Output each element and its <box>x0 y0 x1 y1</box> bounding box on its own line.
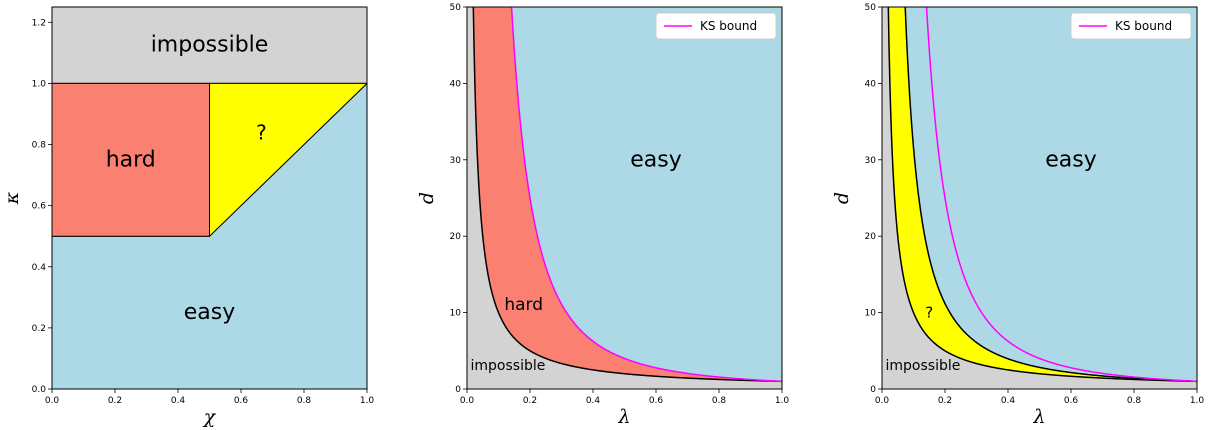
ks-bound-curve <box>925 7 1197 383</box>
axis-ticks: 0.0 0.2 0.4 0.6 0.8 1.0 0 10 20 30 40 50 <box>450 3 790 406</box>
y-tick-label: 0 <box>870 385 876 395</box>
regions <box>882 7 1197 389</box>
plot-area: easy hard impossible <box>466 6 783 390</box>
regions <box>52 7 367 389</box>
x-tick-label: 0.4 <box>586 396 601 406</box>
y-tick-label: 30 <box>450 156 462 166</box>
y-tick-label: 0.8 <box>32 141 47 151</box>
y-tick-label: 50 <box>450 3 462 13</box>
y-tick-label: 0.2 <box>32 324 46 334</box>
x-tick-label: 1.0 <box>1190 396 1205 406</box>
x-tick-label: 0.2 <box>108 396 122 406</box>
y-tick-label: 40 <box>450 79 462 89</box>
y-tick-label: 0 <box>455 385 461 395</box>
region-label-easy: easy <box>630 147 682 172</box>
y-tick-label: 30 <box>865 156 877 166</box>
x-axis-label: λ <box>617 406 630 428</box>
region-label-unknown: ? <box>925 304 933 322</box>
x-tick-label: 0.2 <box>938 396 952 406</box>
chart-panel-unknown-region: easy? impossible 0.0 0.2 0.4 0.6 0.8 1.0 0 10 20 3… <box>831 3 1205 428</box>
y-tick-label: 50 <box>865 3 877 13</box>
region-label-impossible: impossible <box>151 33 269 58</box>
y-tick-label: 20 <box>450 232 462 242</box>
y-axis-label: d <box>831 192 853 204</box>
region-hard <box>473 7 782 382</box>
x-tick-label: 1.0 <box>360 396 375 406</box>
region-label-impossible: impossible <box>471 358 546 374</box>
y-axis-label: κ <box>1 191 23 205</box>
legend-label-ks-bound: KS bound <box>1115 19 1172 33</box>
axis-ticks: 0.0 0.2 0.4 0.6 0.8 1.0 0 10 20 30 40 50 <box>865 3 1205 406</box>
x-tick-label: 0.0 <box>875 396 890 406</box>
legend-box <box>1070 12 1192 40</box>
y-axis-label: d <box>416 192 438 204</box>
boundary-curve-lower <box>887 7 1197 383</box>
x-tick-label: 0.4 <box>1001 396 1016 406</box>
x-tick-label: 0.8 <box>297 396 312 406</box>
x-tick-label: 0.6 <box>1064 396 1079 406</box>
region-impossible <box>882 7 1197 389</box>
y-tick-label: 20 <box>865 232 877 242</box>
y-tick-label: 1.2 <box>32 18 46 28</box>
region-impossible <box>467 7 782 389</box>
plot-area: easy? impossible <box>881 6 1198 390</box>
legend: KS bound <box>655 12 777 40</box>
ks-bound-curve <box>510 7 782 383</box>
region-label-unknown: ? <box>256 120 267 144</box>
region-label-hard: hard <box>504 295 543 315</box>
axis-ticks: 0.0 0.2 0.4 0.6 0.8 1.0 0.0 0.2 0.4 0.6 0.8 1.0 1.2 <box>32 18 375 406</box>
legend: KS bound <box>1070 12 1192 40</box>
y-tick-label: 40 <box>865 79 877 89</box>
y-tick-label: 1.0 <box>32 79 47 89</box>
region-label-easy: easy <box>1045 147 1097 172</box>
boundary-curve-lower <box>472 7 782 383</box>
x-tick-label: 0.0 <box>460 396 475 406</box>
y-tick-label: 0.6 <box>32 202 47 212</box>
chart-panel-hard-region: easy hard impossible 0.0 0.2 0.4 0.6 0.8 1.0 0 10… <box>416 3 790 428</box>
x-axis-label: χ <box>202 406 217 428</box>
legend-box <box>655 12 777 40</box>
x-axis-label: λ <box>1032 406 1045 428</box>
plot-frame <box>51 6 368 390</box>
x-tick-label: 0.6 <box>649 396 664 406</box>
plot-area: impossible easy hard? <box>51 6 368 390</box>
x-tick-label: 0.8 <box>712 396 727 406</box>
x-tick-label: 0.6 <box>234 396 249 406</box>
region-label-easy: easy <box>184 300 236 325</box>
x-tick-label: 0.2 <box>523 396 537 406</box>
boundary-curve-upper <box>904 7 1197 383</box>
y-tick-label: 10 <box>450 309 462 319</box>
legend-label-ks-bound: KS bound <box>700 19 757 33</box>
region-unknown <box>209 82 367 238</box>
y-tick-label: 0.4 <box>32 263 47 273</box>
plot-frame <box>881 6 1198 390</box>
x-tick-label: 0.8 <box>1127 396 1142 406</box>
x-tick-label: 0.4 <box>171 396 186 406</box>
plot-frame <box>466 6 783 390</box>
x-tick-label: 0.0 <box>45 396 60 406</box>
region-label-hard: hard <box>106 147 156 172</box>
x-tick-label: 1.0 <box>775 396 790 406</box>
y-tick-label: 10 <box>865 309 877 319</box>
regions <box>467 7 782 389</box>
y-tick-label: 0.0 <box>32 385 47 395</box>
region-label-impossible: impossible <box>886 358 961 374</box>
